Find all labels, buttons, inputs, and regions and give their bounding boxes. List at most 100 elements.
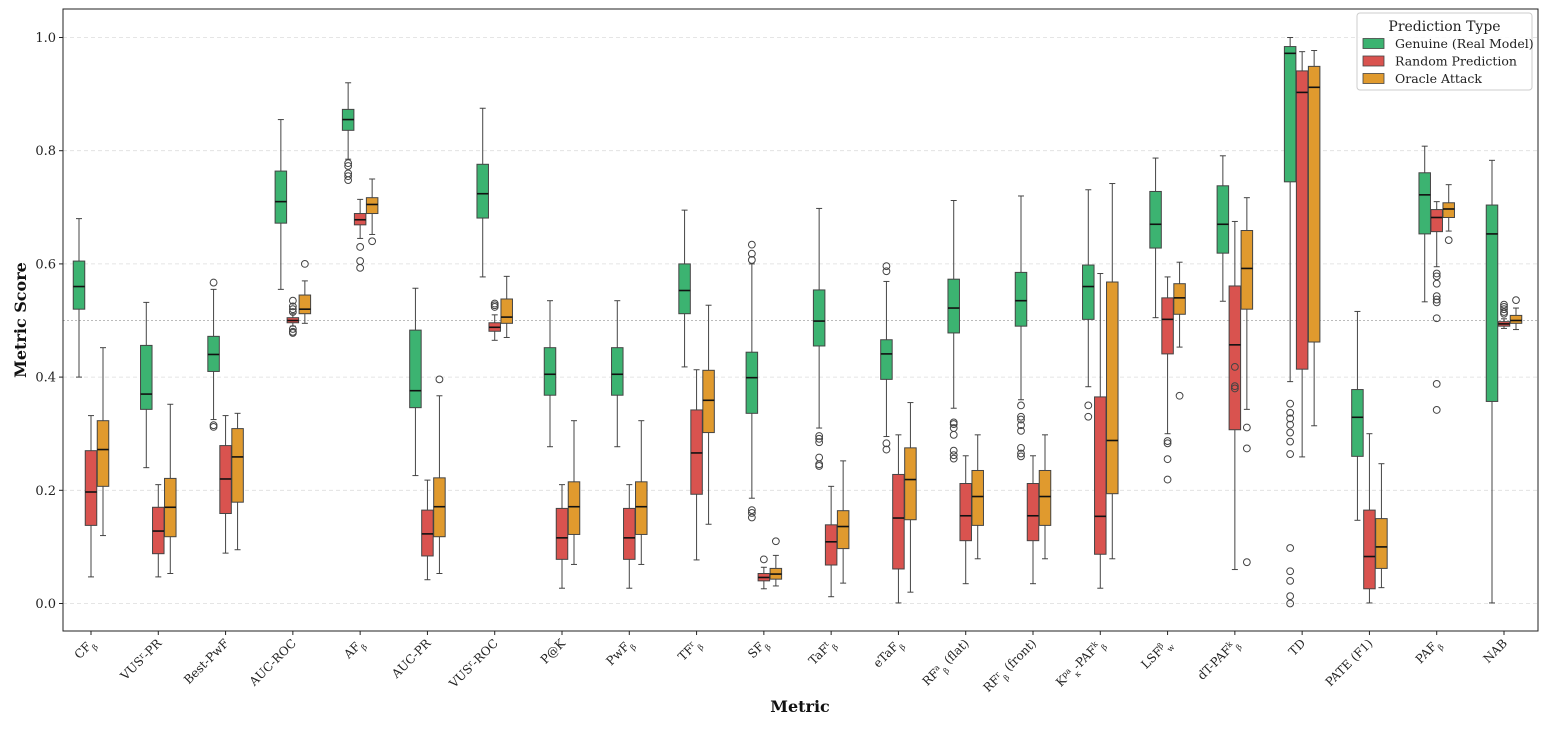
box-random <box>1430 201 1443 414</box>
outlier-point <box>949 420 958 428</box>
outlier-point <box>1286 576 1295 585</box>
box-oracle <box>433 375 446 575</box>
outlier-point <box>815 453 824 462</box>
legend-frame <box>1356 12 1533 91</box>
category-group <box>1216 155 1254 571</box>
category-group <box>543 300 581 589</box>
box-iqr <box>971 469 984 526</box>
box-genuine <box>274 119 288 290</box>
legend: Prediction Type Genuine (Real Model) Rand… <box>1356 12 1534 91</box>
outlier-point <box>1017 412 1025 421</box>
outlier-point <box>949 446 958 455</box>
box-random <box>421 479 434 581</box>
category-group <box>1149 157 1186 484</box>
box-iqr <box>84 450 98 526</box>
category-group <box>1418 145 1455 414</box>
category-group <box>745 240 783 590</box>
outlier-point <box>1432 272 1441 281</box>
box-iqr <box>409 329 422 409</box>
box-random <box>286 296 300 337</box>
outlier-point <box>747 509 756 517</box>
x-tick-label: TaFtβ <box>806 636 840 670</box>
outlier-point <box>1017 401 1025 410</box>
outlier-point <box>209 421 218 430</box>
x-tick-label: eTaFβ <box>870 636 907 673</box>
box-genuine <box>1149 157 1162 319</box>
x-tick-label: TD <box>1286 636 1308 658</box>
box-iqr <box>1216 185 1230 254</box>
outlier-point <box>1286 420 1295 429</box>
box-iqr <box>1161 297 1174 355</box>
outlier-point <box>1163 437 1172 445</box>
outlier-point <box>771 537 780 546</box>
box-iqr <box>904 447 917 521</box>
x-tick-label: Kpaκ-PAFkβ <box>1053 636 1109 692</box>
outlier-point <box>1432 298 1441 307</box>
x-tick-label: AFβ <box>340 636 369 665</box>
outlier-point <box>1286 450 1295 458</box>
box-iqr <box>1149 190 1162 249</box>
legend-title: Prediction Type <box>1388 19 1500 35</box>
box-iqr <box>72 260 86 310</box>
outlier-point <box>747 513 756 522</box>
box-iqr <box>1173 283 1186 315</box>
outlier-point <box>288 296 297 305</box>
box-genuine <box>947 200 960 463</box>
x-tick-label: AUC-ROC <box>246 636 299 689</box>
x-tick-label: AUC-PR <box>388 636 434 682</box>
x-tick-label: RFrβ (front) <box>980 636 1041 697</box>
outlier-point <box>747 256 756 264</box>
box-iqr <box>1228 285 1242 431</box>
box-oracle <box>971 434 984 560</box>
outlier-point <box>1230 363 1239 371</box>
box-iqr <box>611 347 624 396</box>
legend-swatch-oracle <box>1362 73 1385 84</box>
box-oracle <box>702 304 715 525</box>
outlier-point <box>490 303 499 311</box>
outlier-point <box>1017 449 1025 458</box>
category-group <box>140 301 177 578</box>
legend-label-genuine: Genuine (Real Model) <box>1395 36 1534 51</box>
box-random <box>690 369 703 561</box>
box-iqr <box>812 289 826 347</box>
outlier-point <box>1286 544 1295 552</box>
x-tick-label: VUSr-PR <box>117 635 165 683</box>
outlier-point <box>1444 236 1453 245</box>
box-oracle <box>769 537 783 587</box>
outlier-point <box>747 506 756 515</box>
box-random <box>1228 220 1242 571</box>
outlier-point <box>344 172 353 181</box>
outlier-point <box>1432 314 1441 323</box>
outlier-point <box>949 451 958 460</box>
box-oracle <box>231 412 244 551</box>
outlier-point <box>1084 412 1093 421</box>
box-iqr <box>298 294 312 315</box>
outlier-point <box>1432 379 1441 388</box>
box-random <box>1497 300 1511 329</box>
box-iqr <box>745 351 759 414</box>
box-iqr <box>678 263 691 315</box>
box-random <box>959 455 972 585</box>
category-group <box>1082 183 1119 589</box>
outlier-point <box>1500 309 1508 318</box>
outlier-point <box>1017 426 1025 435</box>
box-iqr <box>635 481 648 535</box>
box-oracle <box>1173 261 1186 400</box>
box-genuine <box>1283 37 1297 608</box>
box-oracle <box>500 275 513 338</box>
outlier-point <box>1230 382 1239 391</box>
box-genuine <box>1014 195 1028 461</box>
box-iqr <box>1014 271 1028 327</box>
box-random <box>353 198 367 272</box>
outlier-point <box>1432 292 1441 301</box>
outlier-point <box>288 308 297 316</box>
outlier-point <box>1512 296 1520 305</box>
outlier-point <box>344 162 353 170</box>
box-iqr <box>1442 202 1455 218</box>
box-oracle <box>904 402 917 593</box>
outlier-point <box>1286 592 1295 601</box>
category-group <box>880 262 917 604</box>
outlier-point <box>1017 443 1025 452</box>
box-iqr <box>623 507 636 560</box>
box-iqr <box>1485 204 1499 402</box>
